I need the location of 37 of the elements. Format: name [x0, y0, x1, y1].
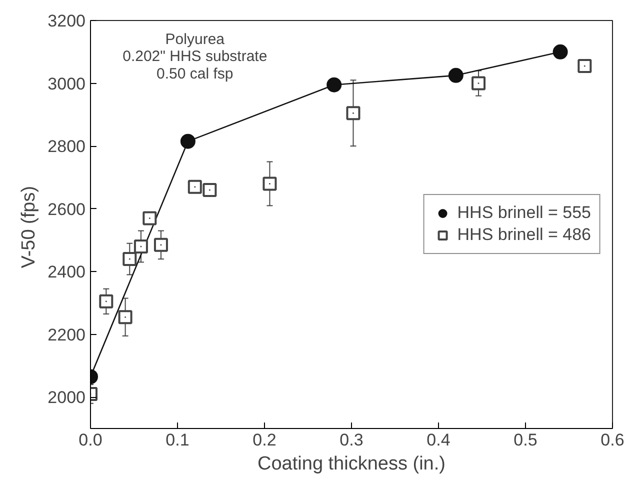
annotation: 0.202" HHS substrate — [122, 48, 268, 66]
x-tick-label: 0.1 — [166, 430, 190, 450]
point — [578, 59, 592, 74]
point — [326, 77, 342, 92]
y-tick-label: 2800 — [48, 137, 86, 156]
y-axis-title: V-50 (fps) — [18, 186, 40, 268]
point — [448, 68, 464, 83]
point — [134, 239, 148, 254]
annotation: 0.50 cal fsp — [156, 65, 234, 82]
y-tick-label: 3200 — [48, 12, 86, 30]
x-axis-title: Coating thickness (in.) — [258, 454, 446, 474]
x-tick-label: 0.5 — [514, 430, 538, 450]
point — [188, 180, 202, 194]
point — [154, 238, 168, 252]
x-tick-label: 0.0 — [78, 430, 102, 450]
legend-label: HHS brinell = 555 — [457, 203, 591, 223]
legend-label: HHS brinell = 486 — [457, 225, 591, 245]
y-tick-label: 2200 — [48, 325, 86, 344]
point — [552, 44, 568, 60]
y-tick-label: 2400 — [48, 262, 86, 282]
annotation: Polyurea — [165, 30, 226, 48]
x-tick-label: 0.4 — [426, 430, 450, 450]
point — [346, 106, 360, 120]
y-tick-label: 3000 — [48, 74, 86, 94]
point — [180, 134, 196, 149]
point — [262, 176, 277, 191]
point — [122, 252, 137, 266]
point — [118, 310, 132, 324]
point — [99, 294, 114, 308]
x-tick-label: 0.2 — [252, 430, 276, 450]
y-tick-label: 2600 — [48, 200, 86, 219]
x-tick-label: 0.3 — [340, 430, 364, 450]
y-tick-label: 2000 — [48, 388, 86, 408]
point — [472, 76, 486, 90]
point — [202, 182, 217, 197]
point — [142, 211, 157, 226]
x-tick-label: 0.6 — [600, 430, 624, 450]
